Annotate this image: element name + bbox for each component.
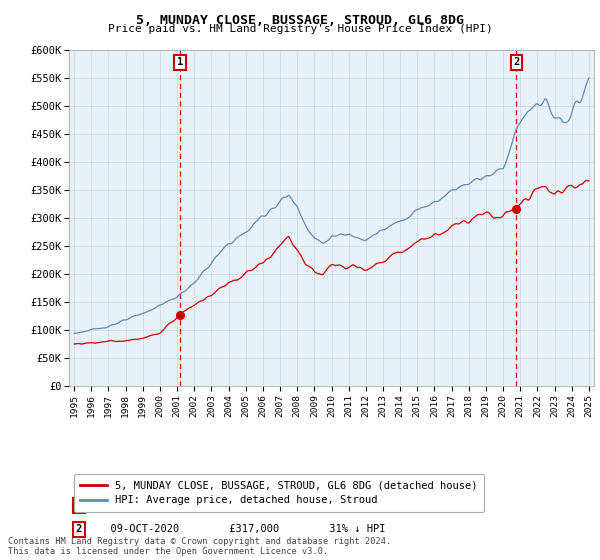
- Text: 09-OCT-2020        £317,000        31% ↓ HPI: 09-OCT-2020 £317,000 31% ↓ HPI: [98, 524, 385, 534]
- Text: 02-MAR-2001        £128,000        22% ↓ HPI: 02-MAR-2001 £128,000 22% ↓ HPI: [98, 501, 385, 511]
- Text: 2: 2: [76, 524, 82, 534]
- Text: 2: 2: [513, 57, 520, 67]
- Text: 1: 1: [76, 501, 82, 511]
- Text: 1: 1: [177, 57, 183, 67]
- Text: Price paid vs. HM Land Registry's House Price Index (HPI): Price paid vs. HM Land Registry's House …: [107, 24, 493, 34]
- Legend: 5, MUNDAY CLOSE, BUSSAGE, STROUD, GL6 8DG (detached house), HPI: Average price, : 5, MUNDAY CLOSE, BUSSAGE, STROUD, GL6 8D…: [74, 474, 484, 512]
- Text: This data is licensed under the Open Government Licence v3.0.: This data is licensed under the Open Gov…: [8, 548, 328, 557]
- Text: 5, MUNDAY CLOSE, BUSSAGE, STROUD, GL6 8DG: 5, MUNDAY CLOSE, BUSSAGE, STROUD, GL6 8D…: [136, 14, 464, 27]
- Text: Contains HM Land Registry data © Crown copyright and database right 2024.: Contains HM Land Registry data © Crown c…: [8, 538, 391, 547]
